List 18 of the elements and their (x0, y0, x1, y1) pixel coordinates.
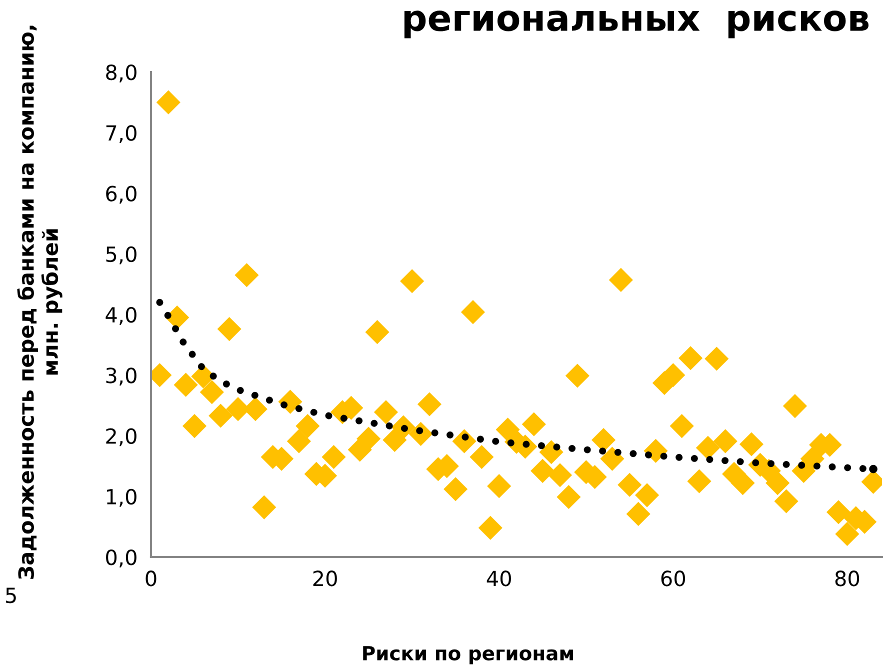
y-tick-label: 4,0 (106, 306, 136, 325)
y-tick-label: 8,0 (106, 64, 136, 82)
y-axis-title: Задолженность перед банками на компанию, млн. рублей (17, 26, 62, 579)
x-tick-label: 80 (835, 570, 860, 586)
x-tick-label: 60 (661, 570, 686, 586)
y-tick-label: 5,0 (106, 246, 136, 264)
y-tick-label: 3,0 (106, 368, 136, 386)
y-tick-label: 7,0 (106, 125, 136, 143)
text: 5 (6, 588, 16, 604)
chart-title: региональных рисков (404, 10, 869, 38)
y-tick-label: 2,0 (106, 428, 136, 446)
x-tick-label: 0 (146, 570, 156, 586)
y-tick-label: 1,0 (106, 488, 136, 507)
y-tick-label: 0,0 (106, 549, 136, 568)
x-tick-label: 20 (313, 570, 337, 586)
y-tick-label: 6,0 (106, 186, 136, 204)
x-tick-label: 40 (486, 570, 511, 586)
x-axis-title: Риски по регионам (363, 646, 573, 664)
